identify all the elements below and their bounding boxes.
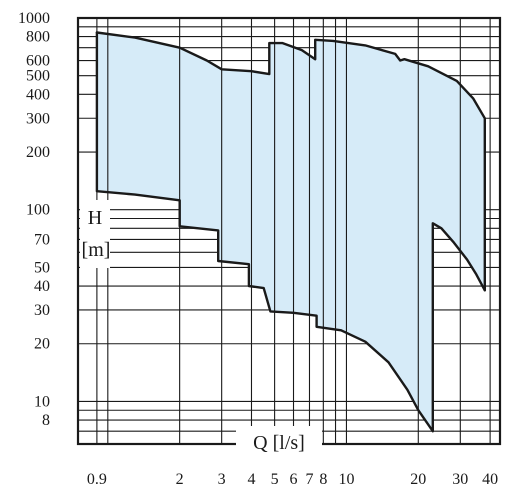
upper-boundary-line — [95, 31, 486, 292]
x-axis-label-background — [236, 426, 322, 456]
x-tick-labels: 0.9 2 3 4 5 6 7 8 10 20 30 40 — [87, 471, 498, 488]
y-tick-label: 800 — [26, 29, 50, 46]
y-tick-label: 200 — [26, 144, 50, 161]
y-tick-label: 70 — [34, 231, 50, 248]
y-tick-label: 10 — [34, 393, 50, 410]
y-tick-label: 20 — [34, 336, 50, 353]
y-tick-label: 8 — [42, 412, 50, 429]
x-tick-label: 30 — [452, 471, 468, 488]
y-tick-label: 400 — [26, 86, 50, 103]
y-tick-label: 30 — [34, 302, 50, 319]
x-tick-label: 2 — [176, 471, 184, 488]
y-axis-label-background — [80, 200, 110, 268]
x-tick-label: 7 — [305, 471, 313, 488]
x-tick-label: 4 — [247, 471, 255, 488]
y-axis-unit: [m] — [82, 239, 111, 261]
grid-overlay — [96, 18, 491, 444]
y-tick-label: 300 — [26, 110, 50, 127]
x-tick-label: 20 — [410, 471, 426, 488]
lower-boundary-line — [95, 31, 486, 433]
x-tick-label: 8 — [319, 471, 327, 488]
x-tick-label: 5 — [271, 471, 279, 488]
x-tick-label: 6 — [290, 471, 298, 488]
y-tick-label: 50 — [34, 259, 50, 276]
x-tick-label: 0.9 — [87, 471, 107, 488]
y-tick-label: 40 — [34, 278, 50, 295]
x-axis-label: Q [l/s] — [253, 432, 305, 454]
x-tick-label: 40 — [482, 471, 498, 488]
x-tick-label: 10 — [338, 471, 354, 488]
y-tick-label: 500 — [26, 68, 50, 85]
y-axis-symbol: H — [88, 207, 102, 229]
performance-region — [96, 32, 485, 432]
y-tick-label: 1000 — [18, 10, 50, 27]
y-tick-label: 100 — [26, 202, 50, 219]
x-tick-label: 3 — [218, 471, 226, 488]
y-tick-label: 600 — [26, 53, 50, 70]
